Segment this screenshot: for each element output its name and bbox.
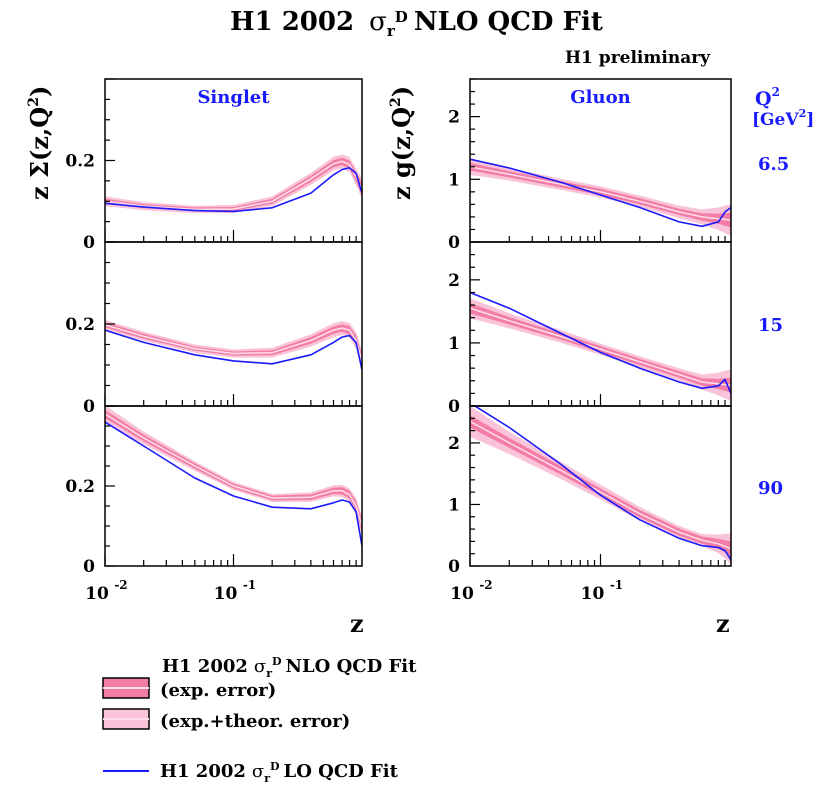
y-tick-label: 0	[448, 557, 460, 577]
y-tick-label: 0	[83, 397, 95, 417]
panel-content	[470, 406, 731, 565]
exp-error-band	[105, 410, 362, 532]
legend-exp-label: (exp. error)	[160, 680, 276, 701]
q2-header: Q2	[755, 85, 780, 110]
y-tick-label: 0	[83, 233, 95, 253]
panel-singlet-3: 00.2	[65, 405, 363, 577]
singlet-xlabel: z	[350, 609, 364, 638]
y-tick-label: 1	[448, 334, 460, 354]
y-tick-label: 0	[83, 557, 95, 577]
nlo-central-line	[470, 307, 731, 386]
panel-singlet-1: 00.2	[65, 78, 363, 253]
nlo-central-line	[470, 166, 731, 221]
y-tick-label: 0	[448, 397, 460, 417]
y-tick-label: 0.2	[65, 315, 95, 335]
x-tick-exponent: -2	[479, 578, 492, 592]
x-tick-label: 10	[581, 584, 605, 604]
lo-fit-line	[470, 158, 731, 228]
y-tick-label: 2	[448, 108, 460, 128]
x-tick-label: 10	[85, 584, 109, 604]
y-tick-label: 2	[448, 271, 460, 291]
y-tick-label: 0.2	[65, 152, 95, 172]
panel-content	[470, 158, 731, 236]
y-tick-label: 2	[448, 434, 460, 454]
exp-error-band	[470, 415, 731, 557]
panel-frame	[104, 241, 363, 407]
total-error-band	[470, 406, 731, 565]
gluon-ylabel: z g(z,Q2)	[387, 86, 416, 200]
q2-value-3: 90	[758, 478, 783, 499]
total-error-band	[105, 319, 362, 372]
nlo-central-line	[105, 324, 362, 362]
x-tick-label: 10	[450, 584, 474, 604]
lo-fit-line	[473, 406, 731, 561]
panel-gluon-2: 0 1 2	[448, 241, 732, 417]
y-tick-label: 1	[448, 495, 460, 515]
legend-nlo-header: H1 2002 σrD NLO QCD Fit	[162, 655, 417, 680]
y-tick-label: 0.2	[65, 477, 95, 497]
lo-fit-line	[470, 291, 731, 394]
x-tick-exponent: -1	[610, 578, 623, 592]
legend: H1 2002 σrD NLO QCD Fit (exp. error) (exp.…	[102, 655, 417, 785]
panel-content	[105, 406, 362, 547]
panel-singlet-2: 00.2	[65, 241, 363, 417]
nlo-central-line	[105, 413, 362, 527]
preliminary-label: H1 preliminary	[565, 48, 711, 68]
y-tick-label: 0	[448, 233, 460, 253]
lo-fit-line	[105, 421, 362, 547]
x-tick-label: 10	[214, 584, 238, 604]
q2-value-1: 6.5	[758, 154, 789, 175]
y-tick-label: 1	[448, 170, 460, 190]
gluon-title: Gluon	[570, 87, 630, 108]
lo-fit-line	[105, 329, 362, 371]
figure-title: H1 2002 σrD NLO QCD Fit	[230, 7, 603, 40]
singlet-ylabel: z Σ(z,Q2)	[25, 86, 54, 200]
q2-value-2: 15	[758, 315, 783, 336]
x-tick-exponent: -2	[114, 578, 127, 592]
panel-gluon-1: 0 1 2	[448, 78, 732, 253]
total-error-band	[105, 406, 362, 536]
panel-content	[470, 291, 731, 401]
exp-error-band	[105, 322, 362, 368]
lo-fit-line	[105, 167, 362, 213]
x-tick-exponent: -1	[243, 578, 256, 592]
gluon-xlabel: z	[716, 609, 730, 638]
legend-lo-label: H1 2002 σrD LO QCD Fit	[160, 760, 399, 785]
panel-content	[105, 319, 362, 372]
q2-unit: [GeV2]	[752, 107, 814, 130]
nlo-central-line	[470, 420, 731, 550]
singlet-title: Singlet	[197, 87, 270, 108]
panel-gluon-3: 0 1 2	[448, 405, 732, 577]
legend-total-label: (exp.+theor. error)	[160, 711, 350, 732]
panel-content	[105, 154, 362, 214]
